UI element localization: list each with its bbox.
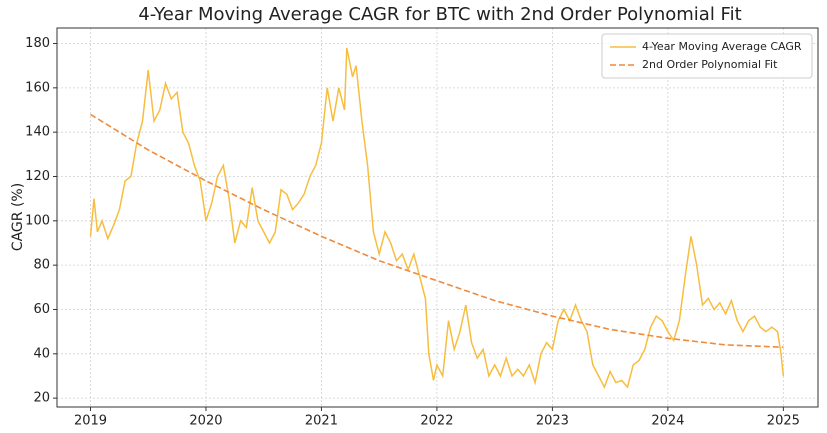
x-tick-label: 2022 bbox=[420, 414, 453, 429]
series-line bbox=[90, 113, 784, 348]
x-tick-label: 2021 bbox=[305, 414, 338, 429]
legend-label: 2nd Order Polynomial Fit bbox=[642, 58, 778, 71]
y-tick-label: 180 bbox=[25, 36, 50, 51]
plot-frame bbox=[56, 27, 819, 408]
y-tick-label: 40 bbox=[33, 346, 50, 361]
y-tick-label: 120 bbox=[25, 169, 50, 184]
legend-box bbox=[601, 33, 813, 79]
y-tick-label: 160 bbox=[25, 80, 50, 95]
y-tick-label: 100 bbox=[25, 213, 50, 228]
y-tick-label: 20 bbox=[33, 391, 50, 406]
y-tick-label: 60 bbox=[33, 302, 50, 317]
y-axis-label: CAGR (%) bbox=[10, 183, 26, 251]
x-tick-label: 2019 bbox=[74, 414, 107, 429]
x-tick-label: 2023 bbox=[536, 414, 569, 429]
x-tick-label: 2020 bbox=[189, 414, 222, 429]
x-tick-label: 2024 bbox=[651, 414, 684, 429]
y-tick-label: 140 bbox=[25, 125, 50, 140]
series-line bbox=[89, 47, 785, 389]
legend-label: 4-Year Moving Average CAGR bbox=[642, 40, 802, 53]
y-tick-label: 80 bbox=[33, 258, 50, 273]
x-tick-label: 2025 bbox=[767, 414, 800, 429]
chart-title: 4-Year Moving Average CAGR for BTC with … bbox=[138, 4, 741, 25]
